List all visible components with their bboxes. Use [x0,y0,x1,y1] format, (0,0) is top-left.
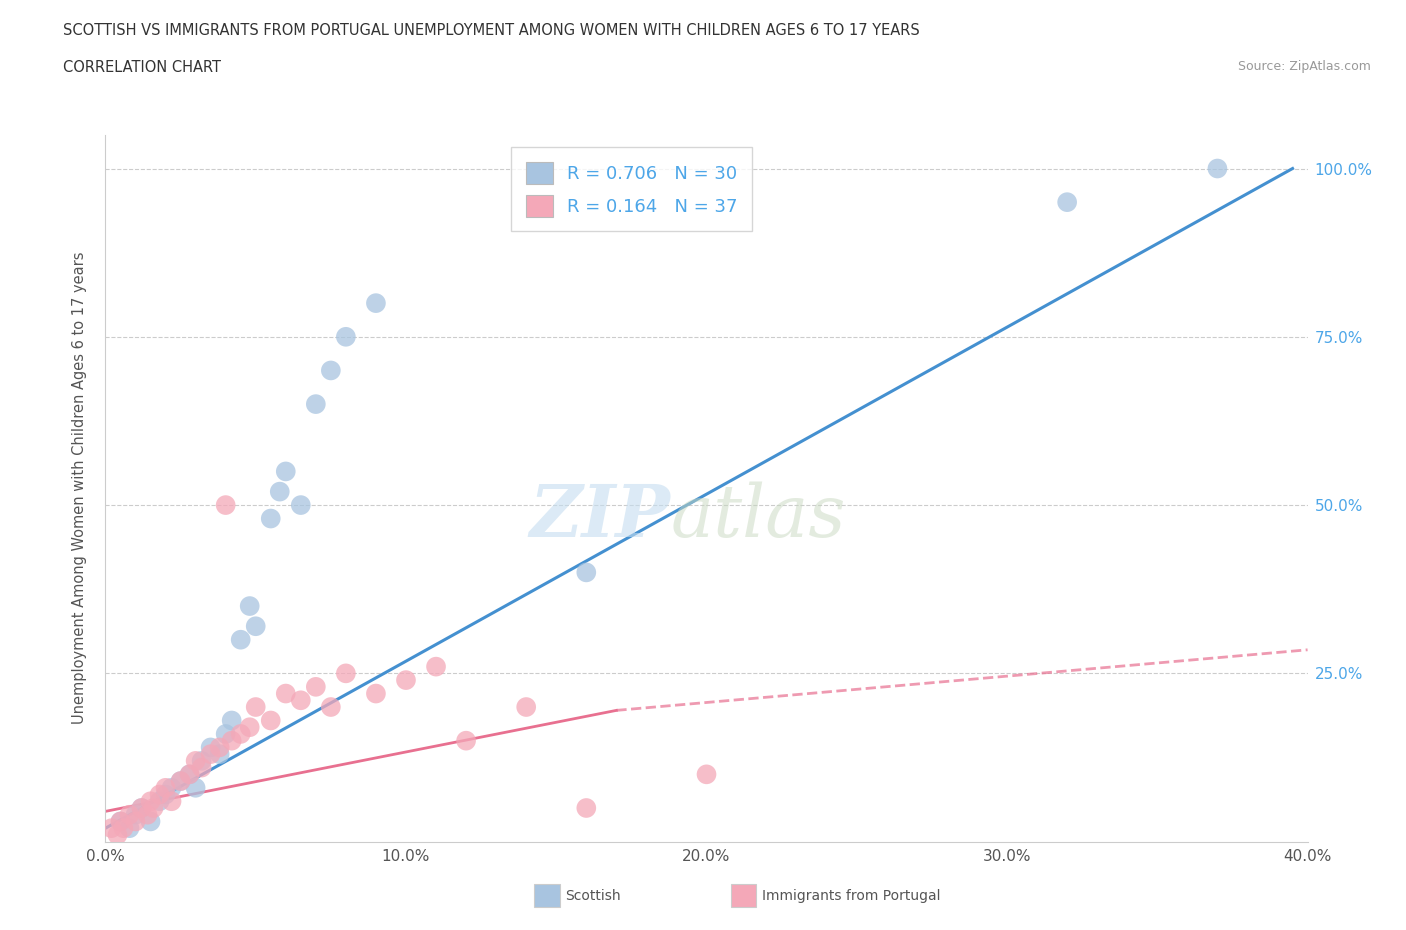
Point [118,807,141,822]
Point [575,801,598,816]
Point [136,807,159,822]
Point [245,699,267,714]
Text: Source: ZipAtlas.com: Source: ZipAtlas.com [1237,60,1371,73]
Point [139,794,162,809]
Point [155,787,177,802]
Point [239,720,262,735]
Point [148,787,170,802]
Point [696,767,718,782]
Point [160,780,183,795]
Point [335,666,357,681]
Point [112,821,135,836]
Point [269,485,291,499]
Point [274,464,297,479]
Point [184,780,207,795]
Point [200,747,222,762]
Point [110,814,132,829]
Point [184,753,207,768]
Text: CORRELATION CHART: CORRELATION CHART [63,60,221,75]
Point [118,821,141,836]
Point [124,807,146,822]
Point [190,760,212,775]
Point [169,774,191,789]
Point [107,828,129,843]
Text: Immigrants from Portugal: Immigrants from Portugal [762,888,941,903]
Text: atlas: atlas [671,481,846,551]
Point [575,565,598,579]
Point [454,733,477,748]
Point [245,618,267,633]
Point [214,498,236,512]
Point [208,747,231,762]
Point [124,814,146,829]
Point [100,821,122,836]
Point [139,814,162,829]
Point [515,699,537,714]
Point [239,599,262,614]
Point [110,814,132,829]
Point [160,794,183,809]
Point [214,726,236,741]
Point [148,794,170,809]
Point [319,363,342,378]
Point [319,699,342,714]
Point [142,801,165,816]
Point [229,632,252,647]
Point [169,774,191,789]
Point [131,801,153,816]
Point [425,659,447,674]
Point [260,713,283,728]
Text: Scottish: Scottish [565,888,621,903]
Point [155,780,177,795]
Point [221,733,243,748]
Point [1206,161,1229,176]
Point [221,713,243,728]
Point [179,767,201,782]
Point [1056,194,1078,209]
Text: SCOTTISH VS IMMIGRANTS FROM PORTUGAL UNEMPLOYMENT AMONG WOMEN WITH CHILDREN AGES: SCOTTISH VS IMMIGRANTS FROM PORTUGAL UNE… [63,23,920,38]
Point [179,767,201,782]
Point [290,498,312,512]
Point [305,680,328,695]
Point [274,686,297,701]
Point [335,329,357,344]
Point [229,726,252,741]
Point [190,753,212,768]
Legend: R = 0.706   N = 30, R = 0.164   N = 37: R = 0.706 N = 30, R = 0.164 N = 37 [512,148,752,232]
Point [260,512,283,526]
Point [200,740,222,755]
Point [395,672,418,687]
Point [131,801,153,816]
Point [208,740,231,755]
Point [364,686,387,701]
Text: ZIP: ZIP [530,481,671,552]
Point [364,296,387,311]
Point [290,693,312,708]
Point [305,397,328,412]
Y-axis label: Unemployment Among Women with Children Ages 6 to 17 years: Unemployment Among Women with Children A… [72,252,87,724]
